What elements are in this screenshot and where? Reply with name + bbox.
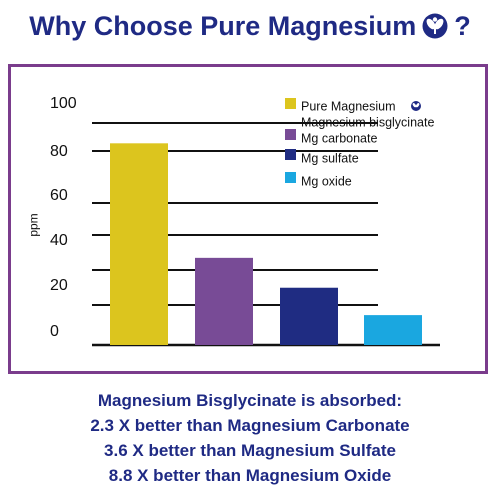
y-tick-label: 20 bbox=[50, 277, 68, 294]
legend-label: Mg sulfate bbox=[301, 151, 359, 165]
legend-pure-magnesium-logo-icon bbox=[411, 101, 421, 111]
y-tick-label: 60 bbox=[50, 187, 68, 204]
bar bbox=[364, 315, 422, 345]
y-tick-label: 100 bbox=[50, 95, 77, 112]
summary-line-carbonate: 2.3 X better than Magnesium Carbonate bbox=[90, 416, 410, 435]
y-tick-label: 0 bbox=[50, 323, 59, 340]
absorption-summary: Magnesium Bisglycinate is absorbed: 2.3 … bbox=[0, 388, 500, 488]
title-text: Why Choose Pure Magnesium bbox=[29, 10, 417, 41]
legend-label: Mg carbonate bbox=[301, 131, 377, 145]
bar bbox=[280, 287, 338, 345]
title-question-mark: ? bbox=[454, 10, 471, 41]
legend-label: Mg oxide bbox=[301, 174, 352, 188]
y-axis-label: ppm bbox=[26, 213, 41, 237]
summary-heading: Magnesium Bisglycinate is absorbed: bbox=[97, 391, 403, 410]
summary-line-oxide: 8.8 X better than Magnesium Oxide bbox=[108, 466, 392, 485]
legend-swatch bbox=[285, 172, 296, 183]
legend-swatch bbox=[285, 149, 296, 160]
legend-label: Magnesium bisglycinate bbox=[301, 115, 434, 129]
bar bbox=[195, 257, 253, 345]
legend-swatch bbox=[285, 98, 296, 109]
summary-line-sulfate: 3.6 X better than Magnesium Sulfate bbox=[104, 441, 396, 460]
bar bbox=[110, 143, 168, 345]
y-tick-label: 40 bbox=[50, 232, 68, 249]
legend-label: Pure Magnesium bbox=[301, 99, 396, 113]
pure-magnesium-leaf-logo-icon bbox=[422, 13, 448, 39]
y-tick-label: 80 bbox=[50, 143, 68, 160]
page-title: Why Choose Pure Magnesium ? bbox=[0, 6, 500, 46]
legend-swatch bbox=[285, 129, 296, 140]
